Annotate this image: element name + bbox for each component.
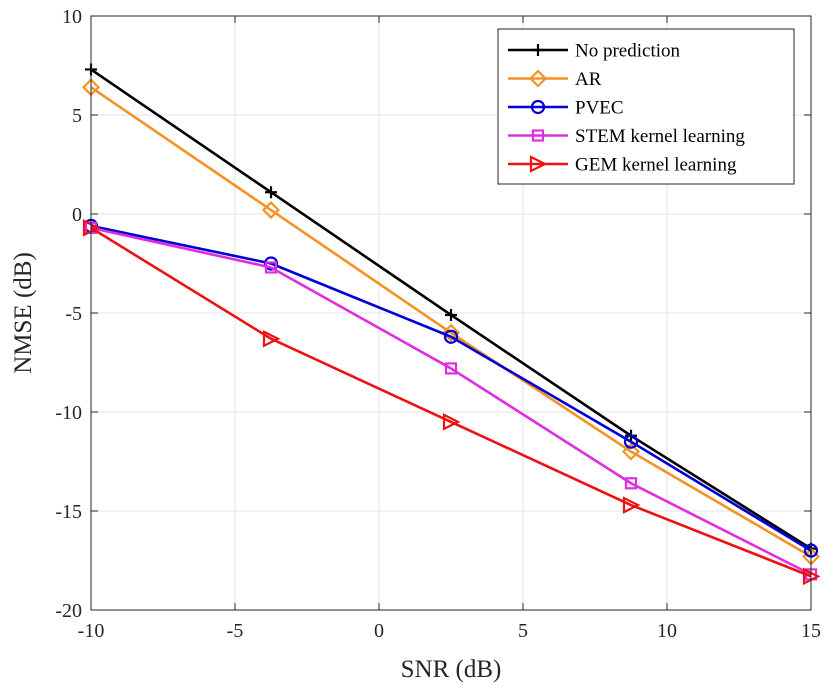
legend-label: STEM kernel learning (575, 126, 745, 147)
y-tick-label: -15 (55, 501, 82, 523)
series-layer (81, 63, 821, 586)
data-point (621, 442, 641, 461)
data-point (443, 329, 459, 344)
legend-swatch-marker (528, 69, 548, 88)
data-point (623, 434, 639, 449)
legend-item: PVEC (508, 98, 624, 119)
y-tick-label: -20 (55, 600, 82, 622)
series-line (90, 86, 812, 558)
data-point (444, 362, 458, 375)
y-tick-label: -10 (55, 402, 82, 424)
legend-swatch-marker (529, 155, 548, 173)
x-tick-label: -5 (227, 620, 244, 642)
data-point (261, 200, 281, 220)
series-ar (81, 78, 821, 566)
legend-item: AR (508, 69, 602, 90)
legend-swatch-marker (532, 44, 544, 56)
data-point (445, 308, 457, 321)
series-line (90, 224, 812, 552)
legend-swatch-marker (530, 99, 546, 115)
y-tick-label: 5 (72, 105, 82, 127)
legend-item: STEM kernel learning (508, 126, 745, 147)
data-point (265, 186, 277, 199)
data-point (442, 413, 461, 431)
legend-item: GEM kernel learning (508, 155, 737, 176)
x-tick-label: -10 (78, 620, 105, 642)
y-tick-label: 0 (72, 204, 82, 226)
legend-label: AR (575, 69, 602, 90)
data-point (264, 261, 278, 274)
legend: No prediction AR PVEC STEM kernel learning G… (497, 28, 795, 185)
legend-label: No prediction (575, 41, 681, 62)
x-tick-label: 10 (657, 620, 677, 642)
series-line (90, 226, 812, 578)
y-axis-title: NMSE (dB) (10, 252, 37, 374)
data-point (624, 477, 638, 490)
x-tick-label: 0 (374, 620, 384, 642)
axis-ticks: -10 -5 0 5 10 15 -20 -15 -10 -5 0 5 10 (55, 6, 821, 642)
y-tick-label: 10 (62, 6, 82, 28)
x-axis-title: SNR (dB) (401, 656, 502, 683)
data-point (262, 329, 281, 348)
data-point (441, 323, 461, 342)
x-tick-label: 15 (801, 620, 821, 642)
legend-item: No prediction (508, 41, 681, 62)
legend-swatch-marker (531, 129, 545, 142)
legend-label: GEM kernel learning (575, 155, 737, 176)
y-tick-label: -5 (65, 303, 82, 325)
x-tick-label: 5 (518, 620, 528, 642)
series-line (90, 226, 812, 576)
data-point (622, 496, 641, 514)
legend-label: PVEC (575, 98, 624, 119)
